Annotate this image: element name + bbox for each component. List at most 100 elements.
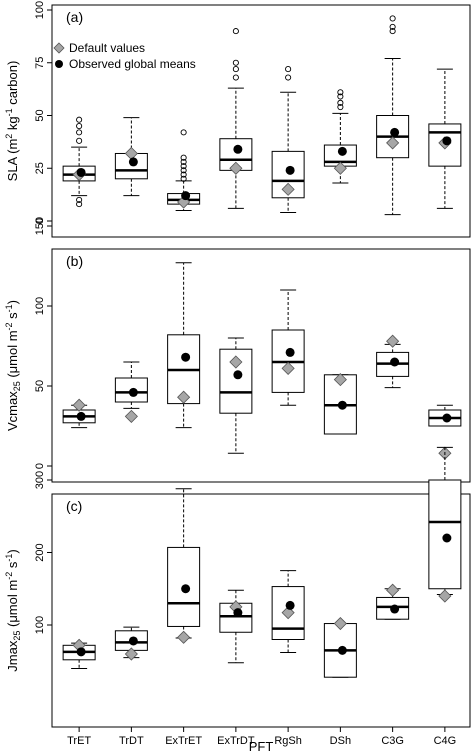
default-value-marker — [386, 136, 400, 150]
x-tick-label: TrDT — [119, 735, 144, 747]
outlier-point — [232, 74, 239, 81]
default-value-marker — [124, 647, 138, 661]
iqr-box — [167, 546, 201, 627]
box-TrET — [62, 638, 96, 669]
default-value-marker — [333, 616, 347, 631]
box-ExTrET — [167, 129, 201, 211]
default-value-marker — [229, 355, 243, 369]
observed-mean-marker — [76, 167, 86, 177]
outlier-point — [180, 163, 187, 170]
default-value-marker — [177, 390, 191, 404]
x-tick-label: C3G — [381, 735, 404, 747]
box-ExTrDT — [219, 28, 253, 209]
observed-mean-marker — [128, 636, 138, 646]
box-C4G — [428, 404, 462, 460]
observed-mean-marker — [76, 411, 86, 421]
legend-default-icon — [53, 42, 65, 54]
panel-label: (a) — [66, 9, 83, 25]
box-TrDT — [114, 361, 148, 423]
box-TrDT — [114, 626, 148, 661]
observed-mean-marker — [285, 600, 295, 610]
outlier-point — [180, 175, 187, 182]
x-tick-label: TrET — [67, 735, 91, 747]
box-C4G — [428, 68, 462, 209]
observed-mean-marker — [181, 352, 191, 362]
panel-label: (b) — [66, 253, 83, 269]
default-value-marker — [438, 589, 452, 603]
observed-mean-marker — [390, 357, 400, 367]
outlier-point — [76, 116, 83, 123]
observed-mean-marker — [285, 347, 295, 357]
panel-c: (c) 100 200 300 Jmax25 (μmol m-2 s-1) — [4, 446, 471, 728]
observed-mean-marker — [181, 584, 191, 594]
y-tick-label: 100 — [34, 1, 46, 19]
observed-mean-marker — [128, 387, 138, 397]
observed-mean-marker — [233, 144, 243, 154]
y-tick-label: 75 — [34, 57, 46, 69]
x-tick-label: ExTrDT — [217, 735, 255, 747]
outlier-point — [180, 129, 187, 136]
default-value-marker — [386, 334, 400, 348]
observed-mean-marker — [337, 400, 347, 410]
y-tick-label: 200 — [34, 543, 46, 561]
default-value-marker — [229, 161, 243, 175]
outlier-point — [337, 93, 344, 100]
outlier-point — [337, 104, 344, 111]
box-TrET — [62, 398, 96, 429]
default-value-marker — [386, 583, 400, 597]
box-RgSh — [271, 289, 305, 406]
outlier-point — [232, 66, 239, 73]
x-axis-label: PFT — [249, 739, 274, 754]
box-TrET — [62, 116, 96, 208]
default-value-marker — [72, 398, 86, 412]
default-value-marker — [333, 373, 347, 387]
box-ExTrET — [167, 262, 201, 429]
observed-mean-marker — [233, 370, 243, 380]
plot-frame — [51, 493, 471, 728]
outlier-point — [180, 158, 187, 165]
outlier-point — [285, 66, 292, 73]
x-tick-label: ExTrET — [165, 735, 202, 747]
observed-mean-marker — [181, 191, 191, 201]
box-C3G — [376, 334, 410, 389]
outlier-point — [232, 28, 239, 35]
box-RgSh — [271, 66, 305, 214]
y-tick-label: 300 — [34, 471, 46, 489]
y-tick-label: 50 — [34, 380, 46, 392]
box-ExTrDT — [219, 589, 253, 664]
outlier-point — [76, 137, 83, 144]
panel-a: (a) 0 25 50 75 100 SLA (m2 kg-1 carbon) Default… — [4, 1, 471, 238]
legend-default-label: Default values — [69, 41, 145, 55]
panel-label: (c) — [66, 498, 82, 514]
y-tick-label: 100 — [34, 616, 46, 634]
outlier-point — [337, 99, 344, 106]
y-tick-label: 25 — [34, 162, 46, 174]
panel-b: (b) 0 50 100 150 Vcmax25 (μmol m-2 s-1) — [4, 217, 471, 483]
box-ExTrDT — [219, 337, 253, 454]
outlier-point — [180, 154, 187, 161]
observed-mean-marker — [76, 647, 86, 657]
y-axis-label: SLA (m2 kg-1 carbon) — [4, 61, 20, 182]
outlier-point — [180, 167, 187, 174]
observed-mean-marker — [337, 146, 347, 156]
outlier-point — [180, 171, 187, 178]
legend-observed-icon — [55, 60, 63, 68]
observed-mean-marker — [337, 645, 347, 655]
box-DSh — [323, 616, 357, 678]
default-value-marker — [333, 161, 347, 175]
x-tick-label: RgSh — [274, 735, 302, 747]
box-C3G — [376, 15, 410, 216]
outlier-point — [76, 196, 83, 203]
x-axis: TrET TrDT ExTrET ExTrDT RgSh DSh C3G C4G PFT — [67, 727, 456, 754]
observed-mean-marker — [390, 604, 400, 614]
observed-mean-marker — [390, 127, 400, 137]
observed-mean-marker — [442, 413, 452, 423]
outlier-point — [337, 89, 344, 96]
box-ExTrET — [167, 488, 201, 644]
outlier-point — [389, 15, 396, 22]
box-RgSh — [271, 570, 305, 654]
default-value-marker — [281, 361, 295, 375]
observed-mean-marker — [285, 165, 295, 175]
outlier-point — [389, 28, 396, 35]
